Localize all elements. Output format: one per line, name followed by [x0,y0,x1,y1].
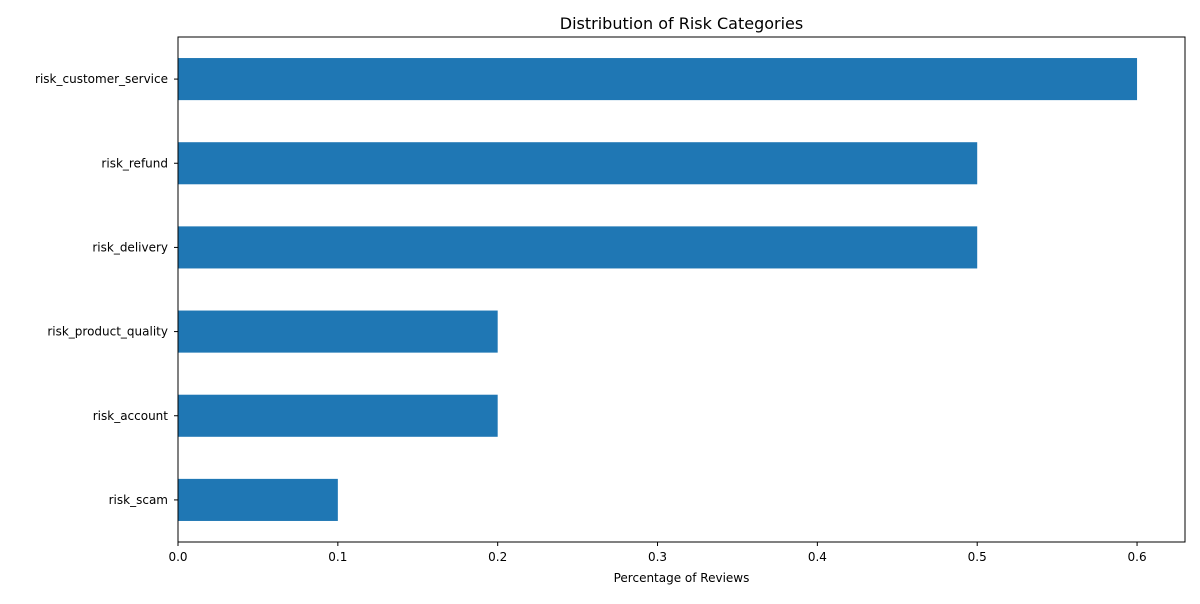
x-tick-label: 0.5 [968,550,987,564]
x-axis-title: Percentage of Reviews [614,571,750,585]
x-tick-label: 0.6 [1128,550,1147,564]
bar-risk-refund [178,142,977,184]
x-tick-label: 0.4 [808,550,827,564]
y-tick-label: risk_customer_service [35,72,168,86]
x-tick-label: 0.0 [168,550,187,564]
y-tick-label: risk_product_quality [47,325,168,339]
y-tick-label: risk_scam [109,493,168,507]
x-tick-label: 0.1 [328,550,347,564]
bar-risk-account [178,395,498,437]
bar-risk-customer-service [178,58,1137,100]
x-axis-ticks: 0.0 0.1 0.2 0.3 0.4 0.5 0.6 [168,542,1146,564]
x-tick-label: 0.2 [488,550,507,564]
bar-risk-scam [178,479,338,521]
chart-title: Distribution of Risk Categories [560,14,803,33]
y-tick-label: risk_delivery [92,240,168,254]
bar-risk-delivery [178,226,977,268]
y-tick-label: risk_account [93,409,169,423]
bars-group [178,58,1137,521]
axes-frame [178,37,1185,542]
y-tick-label: risk_refund [101,156,168,170]
bar-risk-product-quality [178,311,498,353]
y-axis-ticks: risk_customer_service risk_refund risk_del… [35,72,178,507]
x-tick-label: 0.3 [648,550,667,564]
plot-area-border [178,37,1185,542]
